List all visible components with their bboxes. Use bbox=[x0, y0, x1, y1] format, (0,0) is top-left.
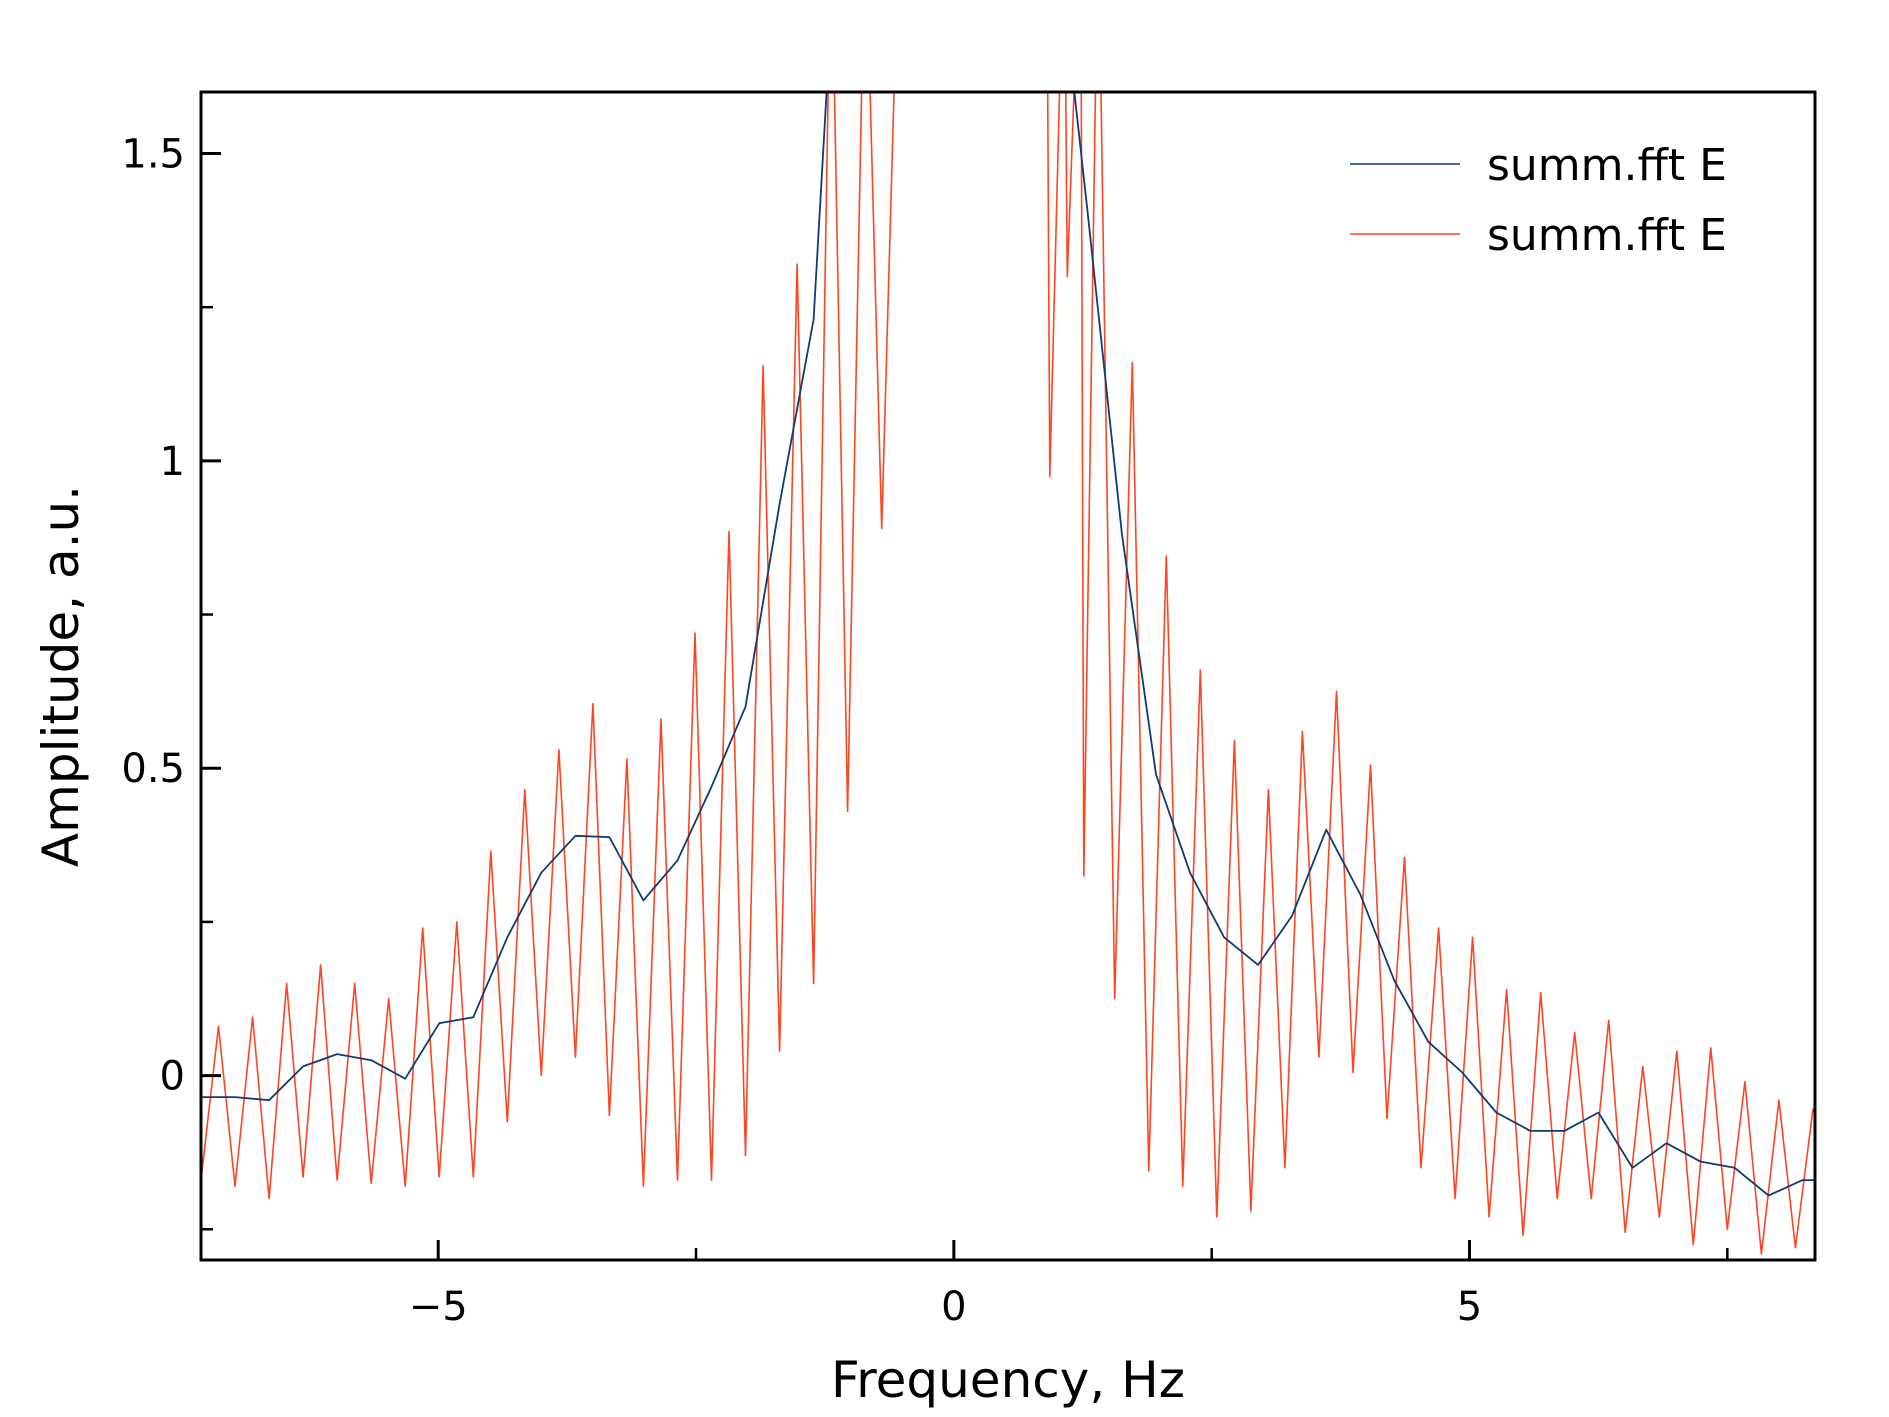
y-tick-label-2: 1 bbox=[160, 439, 185, 485]
y-axis-label: Amplitude, a.u. bbox=[32, 485, 90, 867]
legend-label-1: summ.fft E bbox=[1487, 140, 1727, 191]
x-tick-label-0: −5 bbox=[409, 1284, 468, 1330]
x-axis-label: Frequency, Hz bbox=[831, 1351, 1185, 1409]
series-line-2 bbox=[201, 92, 1815, 1255]
plot-frame bbox=[199, 90, 1817, 1262]
y-tick-label-0: 0 bbox=[160, 1054, 185, 1100]
legend-label-2: summ.fft E bbox=[1487, 210, 1727, 261]
series-line-1 bbox=[201, 92, 1815, 1197]
x-tick-label-2: 5 bbox=[1457, 1284, 1482, 1330]
y-tick-label-1: 0.5 bbox=[121, 746, 185, 792]
y-tick-label-3: 1.5 bbox=[121, 131, 185, 177]
x-tick-label-1: 0 bbox=[941, 1284, 966, 1330]
legend: summ.fft E summ.fft E bbox=[1350, 140, 1727, 261]
